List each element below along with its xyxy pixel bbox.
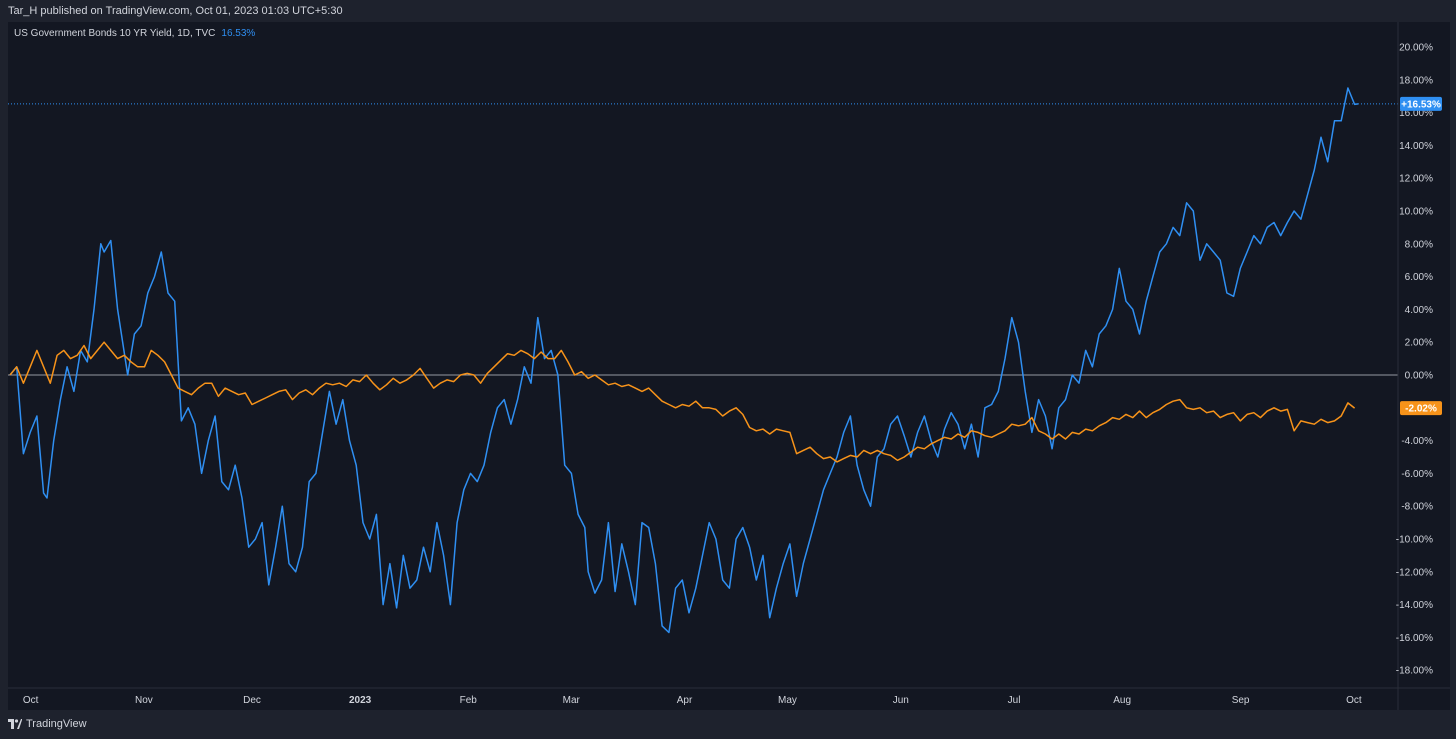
series-line-comparison[interactable] (9, 341, 1356, 463)
y-tick-label: 0.00% (1405, 371, 1433, 382)
y-tick-label: -8.00% (1401, 502, 1433, 513)
time-axis[interactable]: Oct Nov Dec 2023 Feb Mar Apr May Jun Jul Aug Sep Oct (23, 695, 1362, 706)
symbol-legend[interactable]: US Government Bonds 10 YR Yield, 1D, TVC… (14, 28, 255, 40)
x-tick-label: Jun (893, 695, 909, 706)
plot-area (8, 87, 1398, 634)
symbol-title: US Government Bonds 10 YR Yield, 1D, TVC (14, 28, 216, 39)
x-tick-label: Feb (460, 695, 478, 706)
y-tick-label: -4.00% (1401, 436, 1433, 447)
price-axis[interactable]: 20.00% 18.00% 16.00% 14.00% 12.00% 10.00% 8.00… (1396, 43, 1433, 677)
last-value-badge (1400, 401, 1442, 416)
y-tick-label: 14.00% (1399, 141, 1433, 152)
y-tick-label: -6.00% (1401, 469, 1433, 480)
y-tick-label: -10.00% (1396, 535, 1433, 546)
x-tick-label: Nov (135, 695, 153, 706)
last-value-badge (1400, 96, 1442, 111)
y-tick-label: 6.00% (1405, 272, 1433, 283)
last-value-badges: +16.53% -2.02% (1400, 96, 1442, 416)
y-tick-label: 20.00% (1399, 43, 1433, 54)
x-tick-label: Jul (1008, 695, 1021, 706)
x-tick-label: Dec (243, 695, 261, 706)
y-tick-label: -18.00% (1396, 666, 1433, 677)
symbol-last-value: 16.53% (221, 28, 256, 39)
y-tick-label: 4.00% (1405, 305, 1433, 316)
y-tick-label: 2.00% (1405, 338, 1433, 349)
y-tick-label: -16.00% (1396, 633, 1433, 644)
publish-info: Tar_H published on TradingView.com, Oct … (8, 5, 343, 17)
y-tick-label: 16.00% (1399, 108, 1433, 119)
tradingview-logo-icon (8, 719, 22, 729)
x-tick-label: Sep (1232, 695, 1250, 706)
series-line-bond-yield[interactable] (9, 87, 1359, 634)
x-tick-label: Oct (23, 695, 39, 706)
x-tick-label: May (778, 695, 797, 706)
tradingview-branding[interactable]: TradingView (8, 714, 87, 734)
x-tick-label: Oct (1346, 695, 1362, 706)
x-tick-label: Aug (1113, 695, 1131, 706)
last-value-badge-label: +16.53% (1401, 99, 1441, 110)
x-tick-label: Mar (563, 695, 581, 706)
x-tick-label: Apr (677, 695, 693, 706)
y-tick-label: 10.00% (1399, 207, 1433, 218)
y-tick-label: 8.00% (1405, 239, 1433, 250)
y-tick-label: -12.00% (1396, 567, 1433, 578)
last-value-badge-label: -2.02% (1405, 404, 1437, 415)
chart-panel[interactable] (8, 22, 1450, 710)
brand-name: TradingView (26, 718, 87, 730)
y-tick-label: -14.00% (1396, 600, 1433, 611)
y-tick-label: 18.00% (1399, 75, 1433, 86)
y-tick-label: 12.00% (1399, 174, 1433, 185)
x-tick-label: 2023 (349, 695, 372, 706)
